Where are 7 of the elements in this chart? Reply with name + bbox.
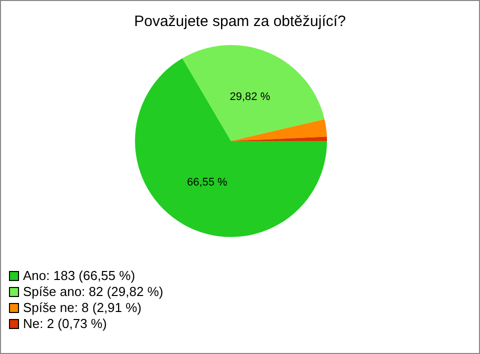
chart-title: Považujete spam za obtěžující? <box>133 13 347 30</box>
data-label: 29,82 % <box>230 90 270 103</box>
legend-label: Ne: 2 (0,73 %) <box>23 316 107 331</box>
legend-label: Spíše ne: 8 (2,91 %) <box>23 300 142 315</box>
legend-label: Ano: 183 (66,55 %) <box>23 268 136 283</box>
data-label: 66,55 % <box>186 176 228 189</box>
legend-label: Spíše ano: 82 (29,82 %) <box>23 284 164 299</box>
